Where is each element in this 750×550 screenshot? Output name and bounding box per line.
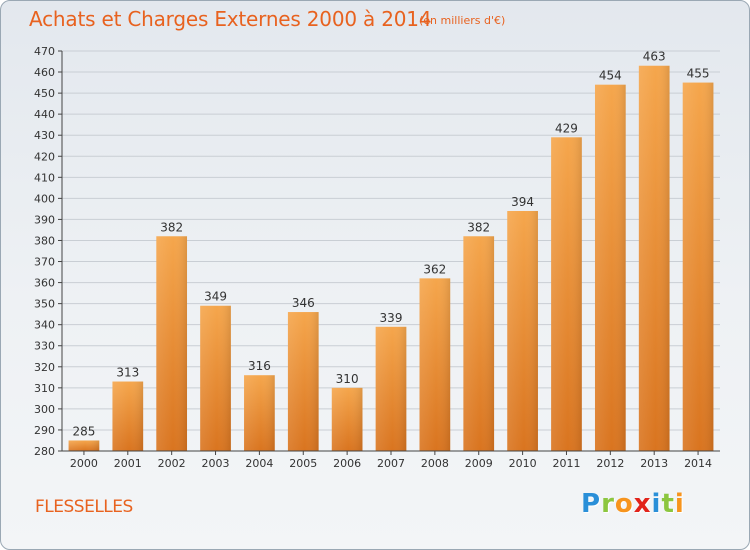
y-tick-label: 370	[34, 256, 55, 269]
bar-shade	[594, 84, 626, 452]
x-tick-label: 2001	[114, 457, 142, 470]
x-tick-label: 2011	[552, 457, 580, 470]
logo-letter: r	[601, 489, 615, 519]
bar-shade	[331, 387, 363, 451]
data-label: 394	[511, 195, 534, 209]
data-label: 455	[687, 67, 710, 81]
bar-shade	[68, 440, 100, 451]
data-label: 454	[599, 69, 622, 83]
bar-shade	[507, 211, 538, 451]
y-tick-label: 300	[34, 403, 55, 416]
y-tick-label: 390	[34, 213, 55, 226]
y-tick-label: 310	[34, 382, 55, 395]
data-label: 313	[116, 366, 139, 380]
chart-title: Achats et Charges Externes 2000 à 2014	[29, 7, 432, 31]
y-tick-label: 360	[34, 277, 55, 290]
bar-shade	[551, 137, 582, 451]
logo-letter: i	[651, 489, 662, 519]
y-axis-ticks: 280 290 300 310 320 330 340 350 360 370 380 390 400 4…	[34, 45, 62, 458]
logo-letter: x	[633, 489, 652, 519]
y-tick-label: 350	[34, 298, 55, 311]
y-tick-label: 330	[34, 340, 55, 353]
bars	[68, 65, 714, 452]
x-tick-label: 2008	[421, 457, 449, 470]
bar-shade	[419, 278, 451, 451]
y-tick-label: 320	[34, 361, 55, 374]
bar-shade	[682, 82, 714, 451]
x-tick-label: 2003	[202, 457, 230, 470]
x-tick-label: 2004	[245, 457, 273, 470]
x-tick-label: 2000	[70, 457, 98, 470]
logo-letter: t	[661, 489, 675, 519]
x-tick-label: 2009	[465, 457, 493, 470]
chart-subtitle: (en milliers d'€)	[419, 14, 506, 27]
bar-shade	[156, 236, 188, 451]
y-tick-label: 410	[34, 171, 55, 184]
data-label: 310	[336, 372, 359, 386]
bar-shade	[638, 65, 670, 451]
bar-shade	[112, 381, 144, 451]
bar-shade	[287, 312, 319, 451]
y-tick-label: 420	[34, 150, 55, 163]
data-label: 339	[380, 311, 403, 325]
x-tick-label: 2013	[640, 457, 668, 470]
x-tick-label: 2012	[596, 457, 624, 470]
data-label: 285	[72, 424, 95, 438]
commune-name: FLESSELLES	[35, 497, 133, 517]
axes	[61, 51, 720, 452]
data-label: 382	[467, 220, 490, 234]
x-tick-label: 2010	[509, 457, 537, 470]
y-tick-label: 340	[34, 319, 55, 332]
bar-shade	[375, 326, 407, 451]
logo-letter: i	[674, 489, 685, 519]
data-label: 382	[160, 220, 183, 234]
x-tick-label: 2005	[289, 457, 317, 470]
data-labels: 285 313 382 349 316 346 310 339 362 382 394 429 454 4…	[72, 50, 709, 439]
y-tick-label: 430	[34, 129, 55, 142]
bar-shade	[463, 236, 495, 451]
x-tick-label: 2014	[684, 457, 712, 470]
y-tick-label: 450	[34, 87, 55, 100]
x-tick-label: 2006	[333, 457, 361, 470]
bar-shade	[244, 375, 275, 451]
x-axis-ticks: 2000 2001 2002 2003 2004 2005 2006 2007 2008 2009…	[70, 451, 712, 470]
y-tick-label: 380	[34, 234, 55, 247]
data-label: 346	[292, 296, 315, 310]
y-tick-label: 290	[34, 424, 55, 437]
logo-letter: o	[614, 489, 634, 519]
y-tick-label: 470	[34, 45, 55, 58]
logo-letter: P	[581, 489, 602, 519]
data-label: 362	[423, 262, 446, 276]
data-label: 316	[248, 359, 271, 373]
bar-shade	[200, 305, 231, 451]
y-tick-label: 400	[34, 192, 55, 205]
x-tick-label: 2007	[377, 457, 405, 470]
proxiti-logo: Proxiti	[581, 489, 685, 519]
data-label: 349	[204, 290, 227, 304]
y-tick-label: 460	[34, 66, 55, 79]
data-label: 463	[643, 50, 666, 64]
data-label: 429	[555, 121, 578, 135]
x-tick-label: 2002	[158, 457, 186, 470]
y-tick-label: 440	[34, 108, 55, 121]
y-tick-label: 280	[34, 445, 55, 458]
